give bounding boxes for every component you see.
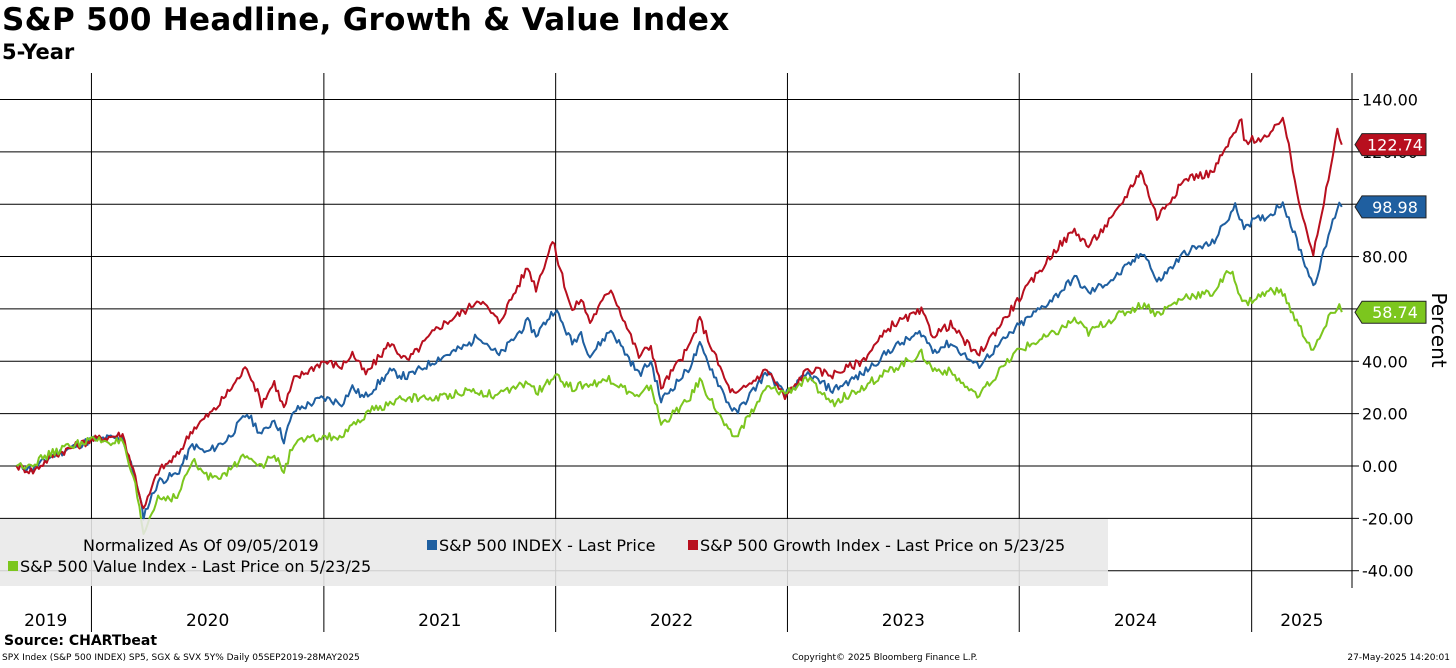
source-note: Source: CHARTbeat [4,633,158,649]
x-year-label: 2022 [650,611,693,631]
legend-label: S&P 500 Growth Index - Last Price on 5/2… [700,536,1065,555]
x-year-label: 2024 [1114,611,1157,631]
chart-subtitle: 5-Year [2,40,75,64]
x-year-label: 2025 [1280,611,1323,631]
x-year-label: 2023 [882,611,925,631]
legend-swatch [688,540,698,550]
y-tick-label: -40.00 [1362,562,1414,581]
footer-copyright: Copyright© 2025 Bloomberg Finance L.P. [792,653,978,663]
y-tick-label: 80.00 [1362,248,1408,267]
last-value-tag-bg [1354,195,1427,219]
series-line [16,201,1343,521]
legend-header: Normalized As Of 09/05/2019 [83,536,319,555]
chart-grid [0,73,1352,632]
series-line [16,270,1343,535]
series-line [15,116,1343,510]
legend-box [0,519,1108,586]
footer-timestamp: 27-May-2025 14:20:01 [1347,653,1450,663]
y-tick-label: 140.00 [1362,90,1418,109]
footer-ticker-info: SPX Index (S&P 500 INDEX) SP5, SGX & SVX… [2,653,360,663]
last-value-tags: 98.98 122.74 58.74 [1354,133,1427,324]
last-value-tag: 98.98 [1354,195,1427,219]
y-tick-label: -20.00 [1362,509,1414,528]
y-axis-title: Percent [1427,292,1451,367]
last-value-tag-label: 98.98 [1372,198,1418,217]
last-value-tag: 58.74 [1354,300,1427,324]
y-tick-label: 40.00 [1362,352,1408,371]
last-value-tag-bg [1354,300,1427,324]
legend-swatch [8,561,18,571]
last-value-tag-label: 58.74 [1372,303,1418,322]
chart-series [15,116,1343,535]
x-year-label: 2021 [418,611,461,631]
legend-label: S&P 500 INDEX - Last Price [439,536,655,555]
x-axis: 2019 2020 2021 2022 2023 2024 2025 [24,611,1323,631]
x-year-label: 2019 [24,611,67,631]
y-tick-label: 0.00 [1362,457,1398,476]
chart-title: S&P 500 Headline, Growth & Value Index [2,2,730,38]
x-year-label: 2020 [186,611,229,631]
y-tick-label: 20.00 [1362,405,1408,424]
last-value-tag-bg [1354,133,1427,157]
chart-legend: Normalized As Of 09/05/2019 S&P 500 INDEX… [0,519,1108,586]
last-value-tag: 122.74 [1354,133,1427,157]
legend-label: S&P 500 Value Index - Last Price on 5/23… [20,557,371,576]
legend-swatch [427,540,437,550]
last-value-tag-label: 122.74 [1367,136,1423,155]
